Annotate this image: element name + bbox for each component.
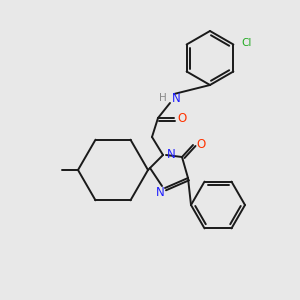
Text: N: N [172,92,181,104]
Text: N: N [167,148,176,160]
Text: O: O [177,112,187,124]
Text: Cl: Cl [242,38,252,49]
Text: H: H [159,93,167,103]
Text: O: O [196,137,206,151]
Text: N: N [156,187,164,200]
